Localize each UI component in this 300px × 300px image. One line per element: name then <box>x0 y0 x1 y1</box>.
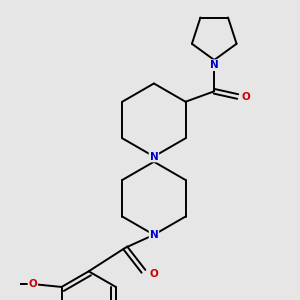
Text: N: N <box>210 60 219 70</box>
Text: O: O <box>149 269 158 279</box>
Text: N: N <box>149 152 158 161</box>
Text: N: N <box>149 230 158 240</box>
Text: O: O <box>28 279 37 289</box>
Text: O: O <box>241 92 250 101</box>
